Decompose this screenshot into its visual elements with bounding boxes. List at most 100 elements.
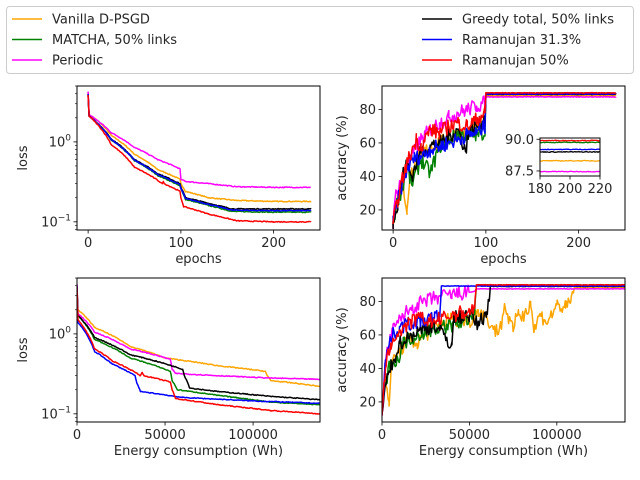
series-line-periodic (392, 95, 617, 229)
y-axis-label: accuracy (%) (335, 307, 350, 392)
legend: Vanilla D-PSGD MATCHA, 50% links Periodic G… (6, 6, 634, 74)
y-tick-label: 20 (359, 395, 376, 410)
legend-entry-ramanujan-31-3: Ramanujan 31.3% (422, 33, 581, 48)
legend-label: Vanilla D-PSGD (52, 13, 150, 28)
series-line-ramanujan-50 (392, 91, 617, 225)
x-tick-label: 200 (558, 182, 583, 197)
y-axis: 90.0 87.5 (505, 133, 540, 179)
y-axis: 20 40 60 80 (359, 295, 382, 410)
panel-loss-epochs: 0 100 200 100 10−1 epochs loss (16, 85, 321, 267)
plot-area (77, 86, 320, 230)
x-axis: 0 50000 100000 (378, 422, 582, 443)
series-line-vanilla-d-psgd (77, 284, 320, 388)
series-line-vanilla-d-psgd (392, 94, 617, 229)
y-tick-label: 40 (359, 170, 376, 185)
x-axis: 0 50000 100000 (73, 422, 278, 443)
series-line-ramanujan-50 (87, 94, 312, 223)
legend-frame (6, 6, 634, 74)
legend-entry-greedy-total-50-links: Greedy total, 50% links (422, 13, 614, 28)
legend-label: Ramanujan 31.3% (462, 33, 581, 48)
legend-label: Ramanujan 50% (462, 54, 569, 69)
y-tick-label: 60 (359, 136, 376, 151)
series-line-periodic (87, 91, 311, 189)
legend-entry-vanilla-d-psgd: Vanilla D-PSGD (12, 13, 150, 28)
y-axis-label: loss (16, 145, 31, 170)
series-line-greedy-total-50-links (77, 285, 320, 401)
plot-area (382, 278, 625, 422)
legend-label: MATCHA, 50% links (52, 33, 177, 48)
y-tick-label: 80 (359, 103, 376, 118)
series-line-ramanujan-50 (77, 286, 320, 415)
series-line-vanilla-d-psgd (540, 159, 600, 162)
legend-entry-ramanujan-50: Ramanujan 50% (422, 54, 569, 69)
plot-area (540, 138, 600, 176)
x-axis-label: epochs (480, 252, 527, 267)
y-tick-label: 100 (49, 133, 72, 150)
y-tick-label: 90.0 (505, 133, 534, 148)
y-axis: 100 10−1 (41, 85, 77, 230)
x-tick-label: 0 (378, 428, 386, 443)
series-line-periodic (382, 284, 625, 417)
x-axis: 180 200 220 (528, 176, 613, 197)
axes-frame (381, 277, 626, 423)
x-tick-label: 100000 (228, 428, 278, 443)
y-tick-label: 87.5 (505, 164, 534, 179)
x-tick-label: 0 (389, 236, 397, 251)
series-line-matcha-50-links (540, 141, 600, 144)
x-axis: 0 100 200 (389, 230, 591, 251)
series-group (382, 283, 625, 417)
y-axis-label: accuracy (%) (335, 115, 350, 200)
y-tick-label: 80 (359, 295, 376, 310)
x-tick-label: 0 (84, 236, 92, 251)
legend-entry-periodic: Periodic (12, 54, 103, 69)
legend-label: Periodic (52, 54, 103, 69)
series-line-periodic (77, 284, 320, 381)
series-line-ramanujan-31-3 (77, 285, 320, 405)
y-tick-label: 40 (359, 362, 376, 377)
series-line-ramanujan-31-3 (87, 93, 312, 212)
x-axis-label: Energy consumption (Wh) (419, 444, 588, 459)
panel-accuracy-energy: 0 50000 100000 20 40 60 80 Energy consumption (… (335, 277, 626, 459)
inset-accuracy-epochs: 180 200 220 90.0 87.5 (505, 133, 612, 197)
axes-frame (76, 85, 321, 231)
series-line-ramanujan-31-3 (540, 148, 600, 151)
y-axis-label: loss (16, 337, 31, 362)
x-tick-label: 50000 (449, 428, 490, 443)
plot-area (77, 278, 320, 422)
x-tick-label: 100 (473, 236, 498, 251)
panel-loss-energy: 0 50000 100000 100 10−1 Energy consumption (W… (16, 277, 321, 459)
series-line-vanilla-d-psgd (87, 92, 312, 203)
x-tick-label: 200 (566, 236, 591, 251)
series-line-ramanujan-31-3 (392, 93, 617, 223)
y-tick-label: 20 (359, 203, 376, 218)
series-line-ramanujan-50 (540, 139, 600, 142)
legend-label: Greedy total, 50% links (462, 13, 614, 28)
series-group (392, 91, 617, 230)
y-tick-label: 60 (359, 328, 376, 343)
x-tick-label: 100 (168, 236, 193, 251)
axes-frame (76, 277, 321, 423)
y-tick-label: 10−1 (41, 213, 71, 230)
x-tick-label: 100000 (532, 428, 582, 443)
x-tick-label: 220 (588, 182, 613, 197)
y-tick-label: 100 (49, 325, 72, 342)
series-group (87, 91, 312, 223)
x-tick-label: 0 (73, 428, 81, 443)
y-axis: 20 40 60 80 (359, 103, 382, 218)
y-tick-label: 10−1 (41, 405, 71, 422)
x-axis: 0 100 200 (84, 230, 286, 251)
y-axis: 100 10−1 (41, 277, 77, 422)
series-group (77, 284, 320, 415)
series-line-ramanujan-50 (382, 283, 625, 417)
axes-frame (381, 85, 626, 231)
series-line-greedy-total-50-links (540, 150, 600, 153)
series-line-matcha-50-links (77, 286, 320, 406)
series-group (540, 139, 600, 173)
x-axis-label: epochs (175, 252, 222, 267)
legend-entry-matcha-50-links: MATCHA, 50% links (12, 33, 177, 48)
x-tick-label: 50000 (144, 428, 185, 443)
x-tick-label: 180 (528, 182, 553, 197)
x-tick-label: 200 (261, 236, 286, 251)
series-line-periodic (540, 170, 600, 173)
